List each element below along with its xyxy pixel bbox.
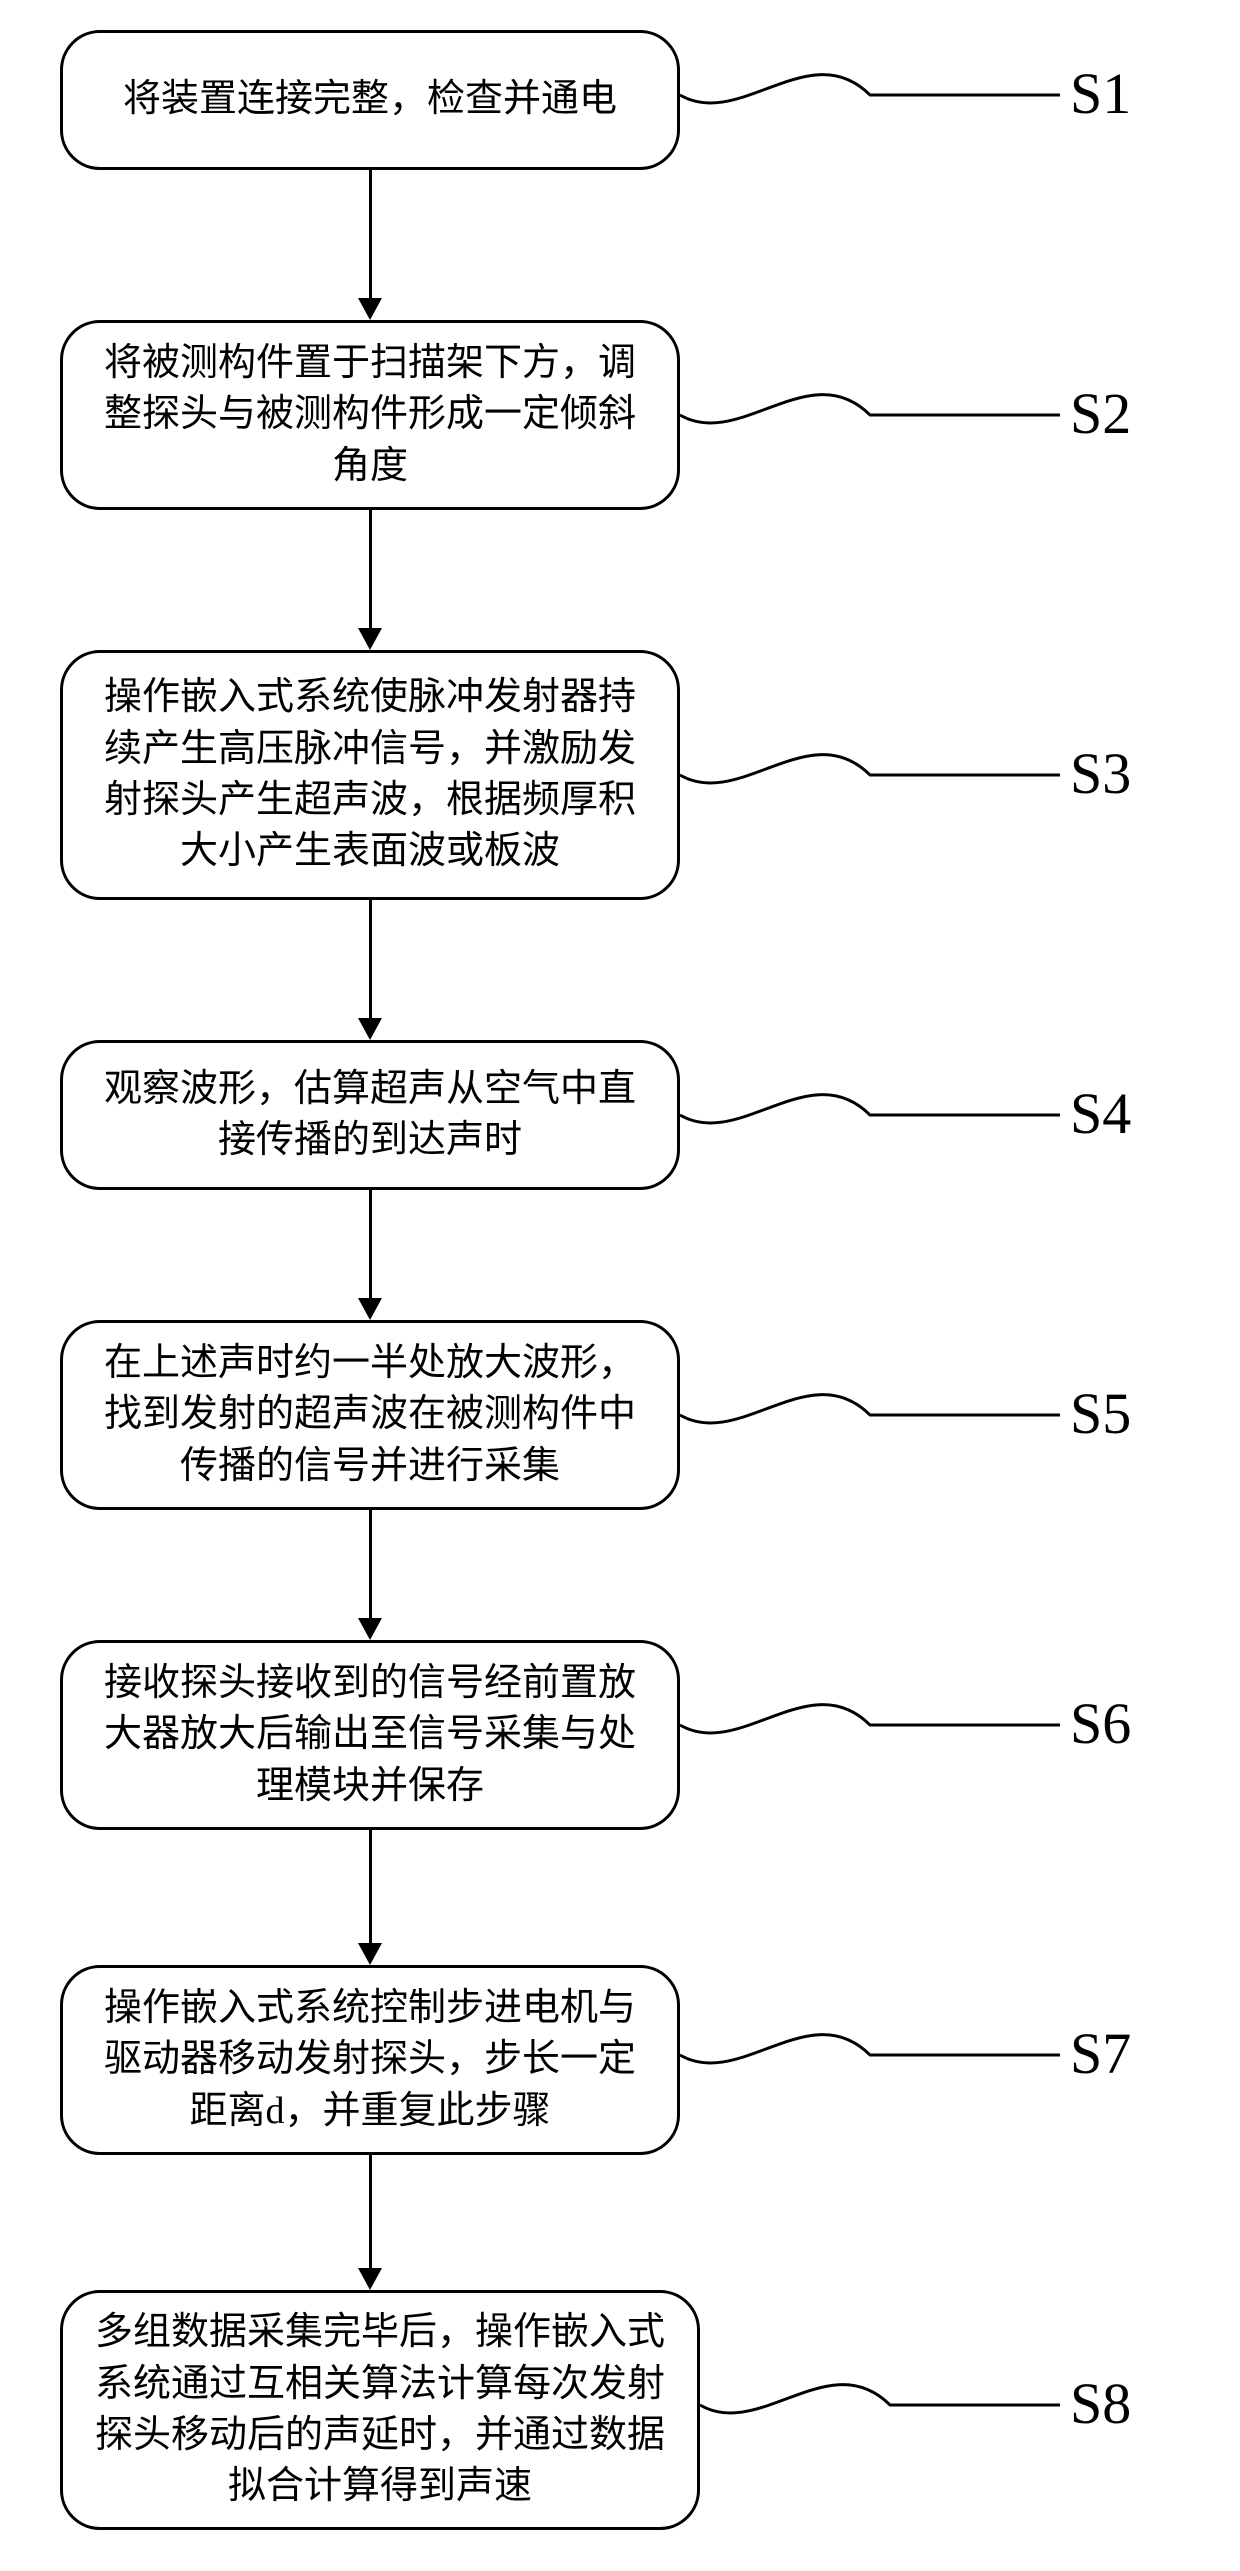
arrow-line <box>369 170 372 298</box>
arrow-head-icon <box>358 298 382 320</box>
arrow-line <box>369 510 372 628</box>
flow-node-text: 多组数据采集完毕后，操作嵌入式系统通过互相关算法计算每次发射探头移动后的声延时，… <box>91 2307 669 2512</box>
flow-node-text: 操作嵌入式系统控制步进电机与驱动器移动发射探头，步长一定距离d，并重复此步骤 <box>91 1983 649 2137</box>
arrow-line <box>369 900 372 1018</box>
arrow-head-icon <box>358 2268 382 2290</box>
flow-node-2: 将被测构件置于扫描架下方，调整探头与被测构件形成一定倾斜角度 <box>60 320 680 510</box>
flow-node-text: 操作嵌入式系统使脉冲发射器持续产生高压脉冲信号，并激励发射探头产生超声波，根据频… <box>91 672 649 877</box>
arrow-head-icon <box>358 1618 382 1640</box>
connector-curve <box>680 755 1060 783</box>
arrow-head-icon <box>358 1018 382 1040</box>
arrow-line <box>369 1830 372 1943</box>
step-label-s3: S3 <box>1070 740 1131 807</box>
flow-node-3: 操作嵌入式系统使脉冲发射器持续产生高压脉冲信号，并激励发射探头产生超声波，根据频… <box>60 650 680 900</box>
flow-node-text: 观察波形，估算超声从空气中直接传播的到达声时 <box>91 1064 649 1167</box>
connector-curve <box>680 75 1060 103</box>
step-label-s4: S4 <box>1070 1080 1131 1147</box>
arrow-head-icon <box>358 1943 382 1965</box>
step-label-s2: S2 <box>1070 380 1131 447</box>
arrow-head-icon <box>358 1298 382 1320</box>
flow-node-7: 操作嵌入式系统控制步进电机与驱动器移动发射探头，步长一定距离d，并重复此步骤 <box>60 1965 680 2155</box>
flow-node-1: 将装置连接完整，检查并通电 <box>60 30 680 170</box>
flow-node-text: 接收探头接收到的信号经前置放大器放大后输出至信号采集与处理模块并保存 <box>91 1658 649 1812</box>
flow-node-text: 将装置连接完整，检查并通电 <box>123 74 617 125</box>
connector-curve <box>680 1705 1060 1733</box>
step-label-s7: S7 <box>1070 2020 1131 2087</box>
flow-node-4: 观察波形，估算超声从空气中直接传播的到达声时 <box>60 1040 680 1190</box>
step-label-s1: S1 <box>1070 60 1131 127</box>
connector-curve <box>700 2385 1060 2413</box>
flow-node-8: 多组数据采集完毕后，操作嵌入式系统通过互相关算法计算每次发射探头移动后的声延时，… <box>60 2290 700 2530</box>
step-label-s8: S8 <box>1070 2370 1131 2437</box>
arrow-line <box>369 2155 372 2268</box>
connector-curve <box>680 2035 1060 2063</box>
step-label-s5: S5 <box>1070 1380 1131 1447</box>
arrow-line <box>369 1510 372 1618</box>
step-label-s6: S6 <box>1070 1690 1131 1757</box>
flow-node-6: 接收探头接收到的信号经前置放大器放大后输出至信号采集与处理模块并保存 <box>60 1640 680 1830</box>
arrow-head-icon <box>358 628 382 650</box>
flowchart-container: 将装置连接完整，检查并通电将被测构件置于扫描架下方，调整探头与被测构件形成一定倾… <box>0 0 1240 2571</box>
connector-curve <box>680 395 1060 423</box>
arrow-line <box>369 1190 372 1298</box>
flow-node-text: 在上述声时约一半处放大波形，找到发射的超声波在被测构件中传播的信号并进行采集 <box>91 1338 649 1492</box>
flow-node-5: 在上述声时约一半处放大波形，找到发射的超声波在被测构件中传播的信号并进行采集 <box>60 1320 680 1510</box>
flow-node-text: 将被测构件置于扫描架下方，调整探头与被测构件形成一定倾斜角度 <box>91 338 649 492</box>
connector-curve <box>680 1395 1060 1423</box>
connector-curve <box>680 1095 1060 1123</box>
